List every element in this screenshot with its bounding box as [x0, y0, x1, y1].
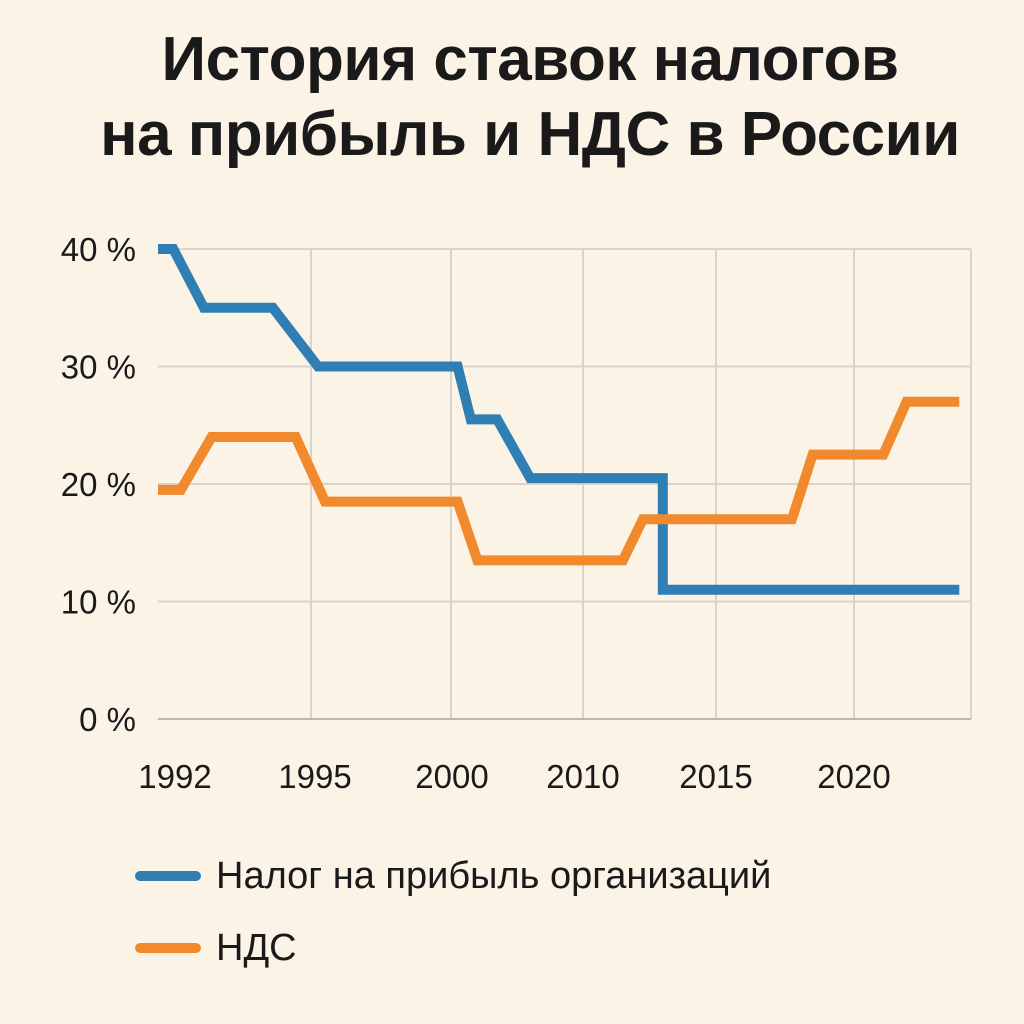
y-tick-label-20: 20 %	[61, 466, 136, 503]
legend-item-vat: НДС	[135, 912, 771, 984]
x-tick-label-1992: 1992	[138, 758, 211, 795]
chart-legend: Налог на прибыль организаций НДС	[135, 840, 771, 984]
y-tick-label-30: 30 %	[61, 349, 136, 386]
legend-label-profit-tax: Налог на прибыль организаций	[216, 854, 772, 897]
chart-tick-labels: 0 % 10 % 20 % 30 % 40 % 1992 1995 2000 2010 2015 2…	[61, 231, 891, 795]
y-tick-label-0: 0 %	[79, 701, 136, 738]
legend-swatch-vat	[135, 943, 201, 953]
series-line-vat	[158, 396, 960, 566]
chart-title-line-2: на прибыль и НДС в России	[100, 100, 960, 170]
x-tick-label-2000: 2000	[415, 758, 488, 795]
series-line-profit-tax	[158, 244, 960, 595]
legend-item-profit-tax: Налог на прибыль организаций	[135, 840, 771, 912]
x-tick-label-1995: 1995	[278, 758, 351, 795]
y-tick-label-40: 40 %	[61, 231, 136, 268]
legend-swatch-profit-tax	[135, 871, 201, 881]
x-tick-label-2015: 2015	[679, 758, 752, 795]
chart-series	[158, 244, 960, 595]
x-tick-label-2020: 2020	[817, 758, 890, 795]
chart-grid	[158, 248, 972, 719]
legend-label-vat: НДС	[216, 926, 297, 969]
chart-title-line-1: История ставок налогов	[161, 25, 899, 94]
y-tick-label-10: 10 %	[61, 584, 136, 621]
x-tick-label-2010: 2010	[546, 758, 619, 795]
chart-title: История ставок налогов на прибыль и НДС …	[0, 22, 1024, 172]
